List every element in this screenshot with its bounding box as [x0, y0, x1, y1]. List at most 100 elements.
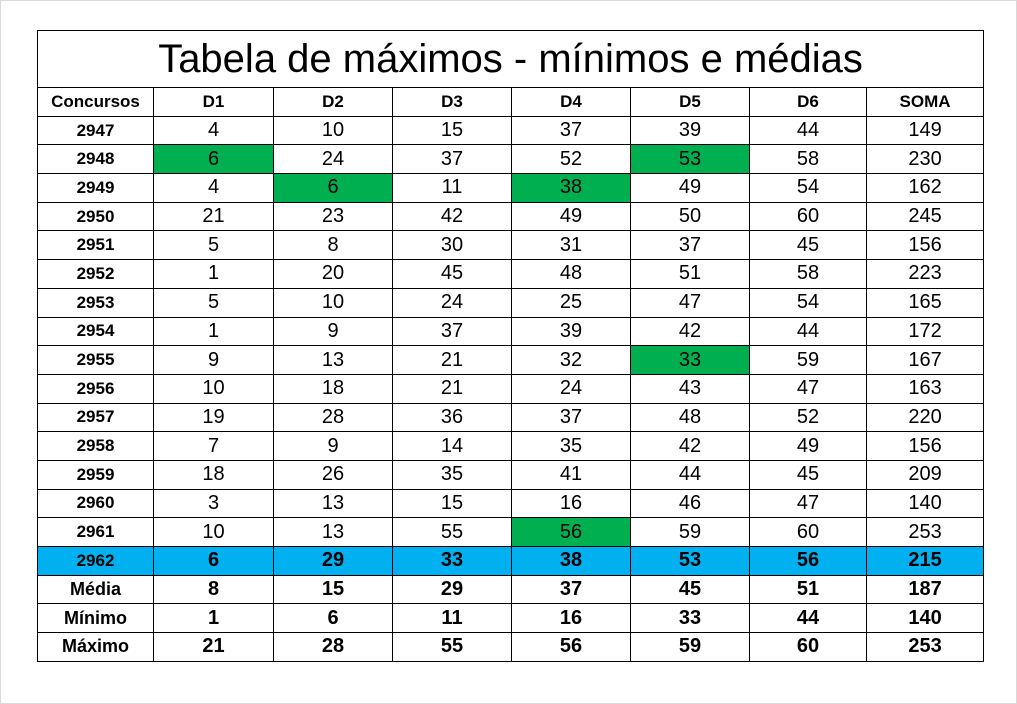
cell: 49 [511, 201, 631, 232]
cell: 51 [630, 259, 750, 289]
cell: 44 [749, 316, 867, 347]
data-row: 2954 1 9 37 39 42 44 172 [37, 316, 985, 347]
cell: 41 [511, 459, 631, 490]
cell: 54 [749, 287, 867, 318]
cell: 220 [865, 402, 985, 433]
column-header: D2 [273, 87, 393, 117]
cell: 209 [865, 459, 985, 490]
cell: 49 [630, 173, 750, 203]
contest-number: 2960 [37, 488, 154, 519]
cell: 33 [630, 345, 750, 375]
cell: 172 [865, 316, 985, 347]
cell: 50 [630, 201, 750, 232]
summary-cell: 56 [511, 632, 631, 662]
cell: 19 [153, 402, 274, 433]
cell: 167 [865, 345, 985, 375]
cell: 52 [511, 144, 631, 175]
cell: 53 [630, 144, 750, 175]
cell: 13 [273, 517, 393, 547]
cell: 42 [392, 201, 512, 232]
data-row: 2961 10 13 55 56 59 60 253 [37, 517, 985, 547]
cell: 4 [153, 173, 274, 203]
cell: 45 [749, 230, 867, 261]
cell: 16 [511, 488, 631, 519]
cell: 48 [630, 402, 750, 433]
cell: 6 [273, 173, 393, 203]
cell: 9 [153, 345, 274, 375]
data-row: 2952 1 20 45 48 51 58 223 [37, 259, 985, 289]
cell: 29 [273, 546, 393, 576]
cell: 37 [511, 402, 631, 433]
summary-cell: 1 [153, 603, 274, 634]
cell: 56 [749, 546, 867, 576]
contest-number: 2950 [37, 201, 154, 232]
summary-cell: 21 [153, 632, 274, 662]
cell: 149 [865, 115, 985, 146]
cell: 7 [153, 431, 274, 461]
data-row: 2956 10 18 21 24 43 47 163 [37, 373, 985, 404]
header-row: Concursos D1 D2 D3 D4 D5 D6 SOMA [37, 87, 985, 117]
results-table: Tabela de máximos - mínimos e médias Con… [36, 30, 985, 662]
cell: 156 [865, 431, 985, 461]
data-row: 2957 19 28 36 37 48 52 220 [37, 402, 985, 433]
cell: 18 [273, 373, 393, 404]
cell: 13 [273, 345, 393, 375]
cell: 60 [749, 201, 867, 232]
cell: 215 [865, 546, 985, 576]
cell: 3 [153, 488, 274, 519]
cell: 37 [511, 115, 631, 146]
summary-cell: 59 [630, 632, 750, 662]
column-header: D6 [749, 87, 867, 117]
cell: 8 [273, 230, 393, 261]
cell: 35 [392, 459, 512, 490]
cell: 54 [749, 173, 867, 203]
summary-row: Máximo 21 28 55 56 59 60 253 [37, 632, 985, 662]
data-row: 2948 6 24 37 52 53 58 230 [37, 144, 985, 175]
summary-cell: 11 [392, 603, 512, 634]
data-row: 2953 5 10 24 25 47 54 165 [37, 287, 985, 318]
summary-cell: 29 [392, 574, 512, 605]
summary-cell: 44 [749, 603, 867, 634]
summary-row: Mínimo 1 6 11 16 33 44 140 [37, 603, 985, 634]
summary-label: Mínimo [37, 603, 154, 634]
cell: 44 [749, 115, 867, 146]
cell: 10 [273, 115, 393, 146]
cell: 47 [749, 488, 867, 519]
cell: 25 [511, 287, 631, 318]
cell: 32 [511, 345, 631, 375]
contest-number: 2948 [37, 144, 154, 175]
cell: 30 [392, 230, 512, 261]
cell: 140 [865, 488, 985, 519]
highlight-row: 2962 6 29 33 38 53 56 215 [37, 546, 985, 576]
cell: 15 [392, 488, 512, 519]
contest-number: 2961 [37, 517, 154, 547]
contest-number: 2951 [37, 230, 154, 261]
cell: 162 [865, 173, 985, 203]
cell: 1 [153, 316, 274, 347]
cell: 37 [392, 316, 512, 347]
contest-number: 2952 [37, 259, 154, 289]
contest-number: 2958 [37, 431, 154, 461]
cell: 18 [153, 459, 274, 490]
summary-cell: 45 [630, 574, 750, 605]
contest-number: 2956 [37, 373, 154, 404]
cell: 42 [630, 316, 750, 347]
cell: 24 [511, 373, 631, 404]
cell: 46 [630, 488, 750, 519]
cell: 39 [511, 316, 631, 347]
summary-cell: 140 [865, 603, 985, 634]
cell: 9 [273, 316, 393, 347]
cell: 56 [511, 517, 631, 547]
cell: 38 [511, 173, 631, 203]
cell: 45 [749, 459, 867, 490]
contest-number: 2954 [37, 316, 154, 347]
data-row: 2950 21 23 42 49 50 60 245 [37, 201, 985, 232]
title-row: Tabela de máximos - mínimos e médias [36, 30, 985, 88]
summary-cell: 15 [273, 574, 393, 605]
cell: 45 [392, 259, 512, 289]
cell: 47 [630, 287, 750, 318]
cell: 55 [392, 517, 512, 547]
summary-cell: 6 [273, 603, 393, 634]
cell: 52 [749, 402, 867, 433]
cell: 10 [153, 517, 274, 547]
